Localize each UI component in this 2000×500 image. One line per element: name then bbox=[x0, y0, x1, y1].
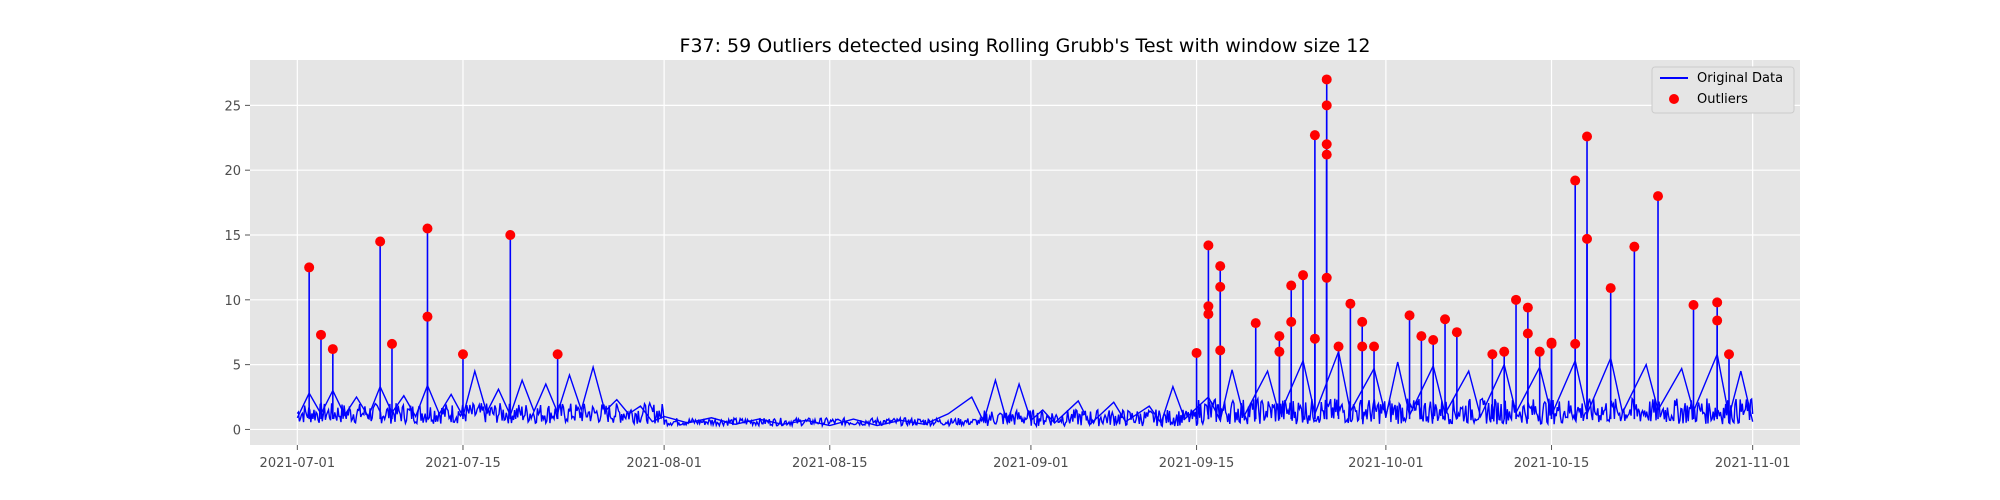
outlier-point bbox=[1522, 302, 1533, 313]
outlier-point bbox=[1203, 240, 1214, 251]
outlier-point bbox=[1215, 345, 1226, 356]
outlier-point bbox=[315, 329, 326, 340]
outlier-point bbox=[457, 349, 468, 360]
y-tick-label: 0 bbox=[233, 423, 241, 438]
outlier-point bbox=[1428, 335, 1439, 345]
original-data-noise bbox=[296, 396, 1754, 429]
outlier-point bbox=[1688, 300, 1699, 310]
outlier-point bbox=[1321, 100, 1332, 111]
outlier-point bbox=[1321, 149, 1332, 160]
outlier-point bbox=[1511, 294, 1522, 305]
outlier-point bbox=[1203, 301, 1214, 312]
legend: Original Data Outliers bbox=[1651, 66, 1795, 114]
outlier-point bbox=[505, 230, 516, 240]
outlier-point bbox=[1357, 316, 1368, 327]
outlier-point bbox=[327, 344, 338, 355]
outlier-point bbox=[1250, 318, 1261, 329]
x-tick-label: 2021-10-01 bbox=[1348, 456, 1424, 471]
outlier-point bbox=[1724, 349, 1735, 360]
outlier-point bbox=[422, 311, 433, 322]
outlier-point bbox=[1345, 298, 1356, 309]
outlier-point bbox=[1582, 233, 1593, 244]
outlier-point bbox=[1570, 175, 1581, 186]
outlier-point bbox=[1369, 341, 1380, 352]
x-gridlines bbox=[296, 60, 1754, 445]
outlier-point bbox=[1286, 316, 1297, 327]
outlier-point bbox=[1203, 309, 1214, 320]
outlier-point bbox=[1629, 241, 1640, 252]
outlier-point bbox=[1404, 310, 1415, 321]
outlier-point bbox=[1653, 191, 1664, 202]
y-tick-label: 5 bbox=[233, 359, 241, 374]
outlier-point bbox=[1274, 346, 1285, 357]
outlier-point bbox=[552, 349, 563, 360]
outlier-point bbox=[1309, 130, 1320, 141]
outlier-point bbox=[1333, 341, 1344, 352]
y-tick-label: 25 bbox=[224, 99, 241, 114]
outlier-point bbox=[1298, 270, 1309, 281]
legend-label-original: Original Data bbox=[1697, 71, 1783, 86]
outlier-point bbox=[1712, 297, 1723, 308]
series-layer bbox=[296, 79, 1754, 429]
outlier-point bbox=[1534, 346, 1545, 357]
outlier-point bbox=[1605, 283, 1616, 294]
outlier-point bbox=[1286, 280, 1297, 291]
outlier-point bbox=[1274, 331, 1285, 342]
legend-dot-swatch bbox=[1669, 94, 1679, 104]
x-tick-label: 2021-07-01 bbox=[260, 456, 336, 471]
x-tick-label: 2021-11-01 bbox=[1715, 456, 1791, 471]
legend-label-outliers: Outliers bbox=[1697, 92, 1748, 107]
outlier-point bbox=[1582, 131, 1593, 142]
outlier-point bbox=[1321, 74, 1332, 85]
x-tick-label: 2021-09-15 bbox=[1159, 456, 1235, 471]
y-tick-label: 20 bbox=[224, 164, 241, 179]
outlier-point bbox=[422, 223, 433, 234]
outlier-point bbox=[304, 262, 315, 273]
outlier-point bbox=[1570, 338, 1581, 349]
outlier-point bbox=[1215, 261, 1226, 272]
x-axis: 2021-07-01 2021-07-15 2021-08-01 2021-08-15… bbox=[260, 445, 1791, 471]
outlier-point bbox=[1451, 327, 1462, 338]
x-tick-label: 2021-09-01 bbox=[993, 456, 1069, 471]
outlier-point bbox=[1321, 272, 1332, 283]
outlier-point bbox=[1499, 346, 1510, 357]
outlier-point bbox=[1546, 337, 1557, 348]
outlier-point bbox=[1191, 347, 1202, 358]
outlier-markers bbox=[304, 74, 1735, 360]
outlier-point bbox=[1416, 331, 1427, 342]
y-tick-label: 15 bbox=[224, 229, 241, 244]
y-tick-label: 10 bbox=[224, 294, 241, 309]
outlier-point bbox=[1522, 328, 1533, 339]
x-tick-label: 2021-07-15 bbox=[425, 456, 501, 471]
y-axis: 0 5 10 15 20 25 bbox=[224, 99, 250, 438]
outlier-point bbox=[1309, 333, 1320, 344]
outlier-point bbox=[375, 236, 386, 247]
x-tick-label: 2021-08-01 bbox=[626, 456, 702, 471]
outlier-point bbox=[386, 338, 397, 349]
plot-area bbox=[250, 60, 1800, 445]
chart-title: F37: 59 Outliers detected using Rolling … bbox=[680, 35, 1371, 57]
x-tick-label: 2021-08-15 bbox=[792, 456, 868, 471]
outlier-point bbox=[1215, 281, 1226, 292]
outlier-point bbox=[1487, 349, 1498, 360]
outlier-point bbox=[1357, 341, 1368, 352]
outlier-point bbox=[1712, 315, 1723, 326]
outlier-point bbox=[1440, 314, 1451, 325]
x-tick-label: 2021-10-15 bbox=[1514, 456, 1590, 471]
outlier-point bbox=[1321, 139, 1332, 150]
y-gridlines bbox=[250, 104, 1800, 431]
